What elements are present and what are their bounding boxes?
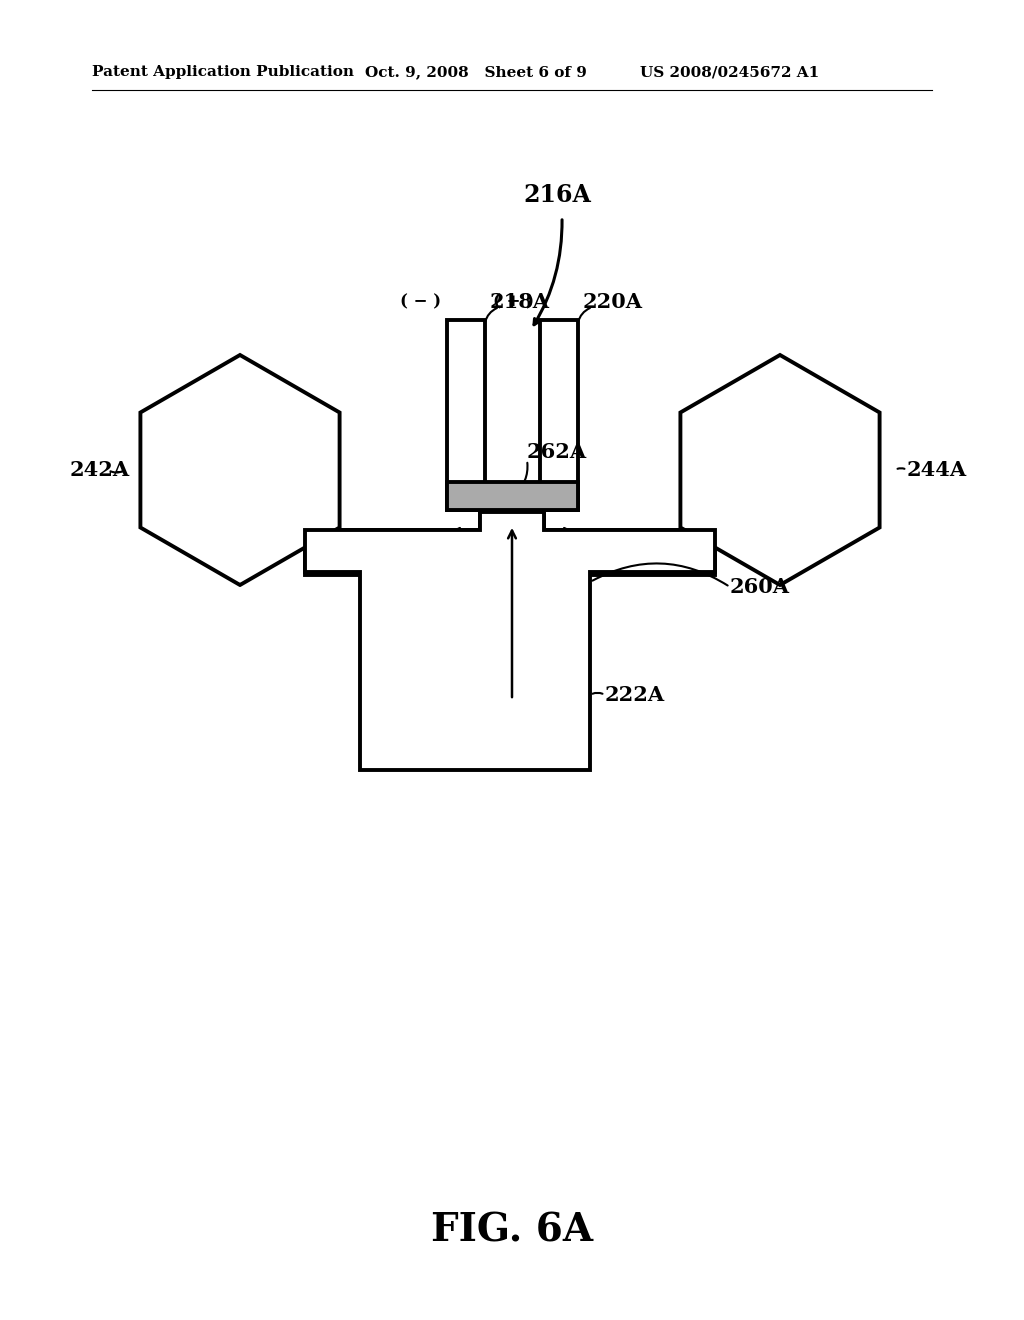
Bar [305, 531, 361, 572]
Bar [540, 319, 578, 510]
Text: 216A: 216A [523, 183, 591, 207]
Text: 260A: 260A [730, 577, 790, 597]
Text: 244A: 244A [907, 459, 967, 480]
Text: 242A: 242A [70, 459, 130, 480]
Text: 262A: 262A [527, 442, 587, 462]
Text: 218A: 218A [489, 292, 550, 312]
Bar [589, 531, 715, 572]
Text: FIG. 6A: FIG. 6A [431, 1210, 593, 1249]
Text: Oct. 9, 2008   Sheet 6 of 9: Oct. 9, 2008 Sheet 6 of 9 [365, 65, 587, 79]
Polygon shape [140, 355, 340, 585]
Polygon shape [305, 512, 715, 770]
Bar [480, 576, 544, 620]
Text: Patent Application Publication: Patent Application Publication [92, 65, 354, 79]
Text: ( + ): ( + ) [494, 293, 535, 310]
Text: 222A: 222A [605, 685, 666, 705]
Bar [305, 531, 715, 576]
Bar [446, 319, 484, 510]
Text: 220A: 220A [583, 292, 642, 312]
Bar [446, 482, 578, 510]
Text: US 2008/0245672 A1: US 2008/0245672 A1 [640, 65, 819, 79]
Text: ( − ): ( − ) [400, 293, 441, 310]
Polygon shape [680, 355, 880, 585]
Bar [480, 512, 544, 531]
